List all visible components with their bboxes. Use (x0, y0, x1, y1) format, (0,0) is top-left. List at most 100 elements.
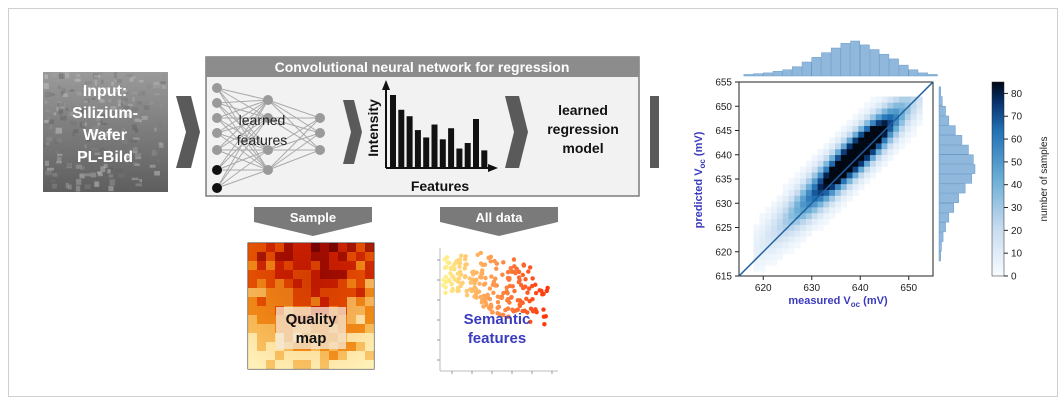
wafer-texture (93, 85, 101, 91)
quality-cell (275, 351, 284, 360)
network-connection (267, 117, 321, 134)
density-cell (817, 207, 824, 214)
y-tick-label: 625 (715, 223, 732, 234)
density-cell (840, 201, 847, 208)
wafer-texture (113, 72, 118, 79)
scatter-point (482, 262, 488, 267)
density-cell (846, 183, 853, 190)
density-cell (875, 131, 882, 138)
density-cell (904, 108, 911, 115)
density-cell (910, 131, 917, 138)
input-wafer-image: Input: Silizium-Wafer PL-Bild (43, 72, 168, 192)
wafer-texture (107, 167, 114, 171)
scatter-point (526, 269, 531, 274)
wafer-texture (86, 139, 91, 142)
y-marginal-bar (938, 86, 941, 97)
wafer-texture (59, 165, 65, 168)
network-connection (267, 117, 321, 171)
scatter-point (472, 287, 477, 292)
wafer-texture (129, 139, 137, 143)
scatter-point (512, 288, 517, 294)
wafer-texture (132, 147, 138, 153)
density-cell (817, 218, 824, 225)
density-cell (794, 195, 801, 202)
network-connection (216, 149, 269, 189)
quality-cell (365, 252, 374, 261)
density-cell (817, 189, 824, 196)
density-cell (776, 236, 783, 243)
density-cell (823, 183, 830, 190)
density-cell (887, 137, 894, 144)
wafer-texture (102, 122, 108, 126)
density-cell (846, 119, 853, 126)
scatter-point (497, 312, 502, 317)
density-cell (759, 236, 766, 243)
scatter-point (443, 290, 448, 296)
quality-cell (356, 351, 365, 360)
scatter-point (464, 293, 470, 298)
quality-cell (347, 324, 356, 333)
density-cell (800, 183, 807, 190)
density-cell (858, 166, 865, 173)
wafer-texture (60, 113, 65, 117)
density-cell (858, 114, 865, 121)
network-connection (216, 132, 269, 151)
density-cell (823, 166, 830, 173)
quality-cell (347, 351, 356, 360)
density-cell (753, 265, 760, 272)
quality-cell (329, 261, 338, 270)
density-cell (881, 108, 888, 115)
wafer-texture (125, 156, 129, 163)
density-cell (893, 102, 900, 109)
intensity-label: Intensity (365, 99, 381, 157)
wafer-texture (100, 114, 106, 118)
quality-cell (338, 252, 347, 261)
density-cell (864, 108, 871, 115)
wafer-texture (72, 107, 80, 114)
quality-cell (356, 315, 365, 324)
quality-cell (356, 252, 365, 261)
density-cell (869, 160, 877, 167)
wafer-texture (43, 83, 49, 89)
quality-cell (293, 288, 302, 297)
wafer-texture (134, 118, 140, 122)
quality-cell (248, 315, 257, 324)
identity-line (738, 81, 934, 277)
wafer-texture (76, 74, 81, 77)
scatter-point (452, 277, 458, 282)
density-cell (887, 125, 894, 132)
scatter-point (483, 275, 488, 281)
density-cell (759, 230, 766, 237)
density-cell (835, 172, 842, 179)
wafer-texture (63, 72, 70, 79)
wafer-texture (107, 149, 110, 155)
density-cell (782, 207, 789, 214)
scatter-point (459, 253, 464, 258)
y-tick-label: 615 (715, 272, 732, 283)
scatter-point (505, 298, 510, 303)
y-tick-label: 630 (715, 199, 732, 210)
x-marginal-bar (840, 43, 851, 77)
density-cell (759, 265, 766, 272)
density-cell (794, 178, 801, 185)
density-cell (771, 218, 778, 225)
wafer-texture (109, 179, 116, 186)
density-cell (800, 201, 807, 208)
wafer-texture (120, 97, 128, 102)
network-connection (216, 117, 269, 189)
density-cell (817, 172, 824, 179)
density-cell (788, 212, 795, 220)
wafer-texture (132, 97, 135, 102)
colorbar-tick-label: 0 (1011, 272, 1017, 283)
density-cell (759, 224, 766, 231)
wafer-texture (84, 100, 88, 103)
scatter-point (517, 302, 522, 307)
density-cell (864, 166, 871, 173)
scatter-point (480, 271, 485, 276)
density-cell (811, 154, 818, 161)
wafer-texture (43, 119, 49, 123)
density-cell (875, 114, 882, 121)
quality-cell (320, 279, 329, 288)
density-cell (782, 224, 789, 231)
density-cell (858, 143, 865, 150)
